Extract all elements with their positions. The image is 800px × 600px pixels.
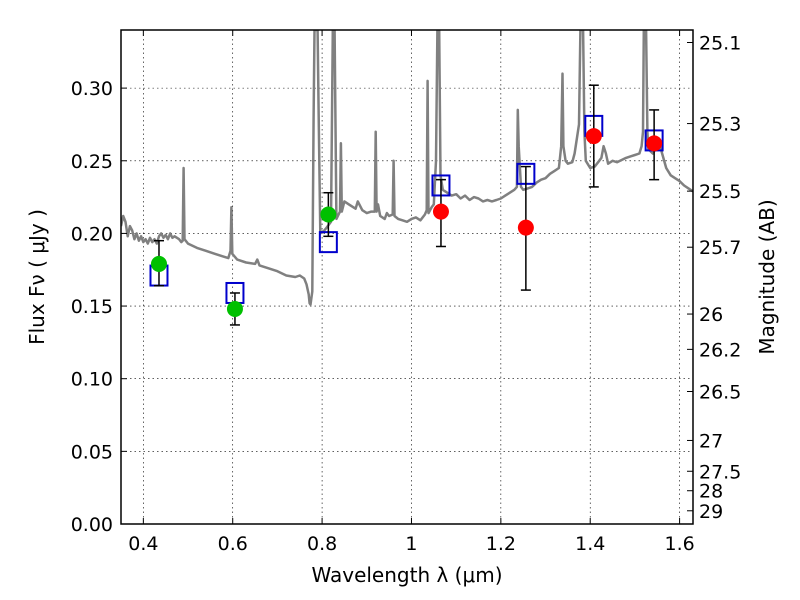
data-layer xyxy=(121,30,693,326)
mag-tick-label: 25.7 xyxy=(699,237,741,259)
y-tick-label: 0.30 xyxy=(71,78,113,100)
x-tick-label: 1.4 xyxy=(575,533,605,555)
x-axis-label: Wavelength λ (μm) xyxy=(311,563,502,587)
mag-tick-label: 27 xyxy=(699,430,723,452)
x-tick-label: 1 xyxy=(405,533,417,555)
mag-tick-label: 29 xyxy=(699,501,723,523)
y-tick-label: 0.05 xyxy=(71,441,113,463)
observed-flux-point xyxy=(646,135,663,152)
y-tick-label: 0.00 xyxy=(71,514,113,536)
observed-flux-point xyxy=(320,206,337,223)
sed-model-line xyxy=(121,30,693,306)
mag-tick-label: 25.5 xyxy=(699,181,741,203)
plot-frame xyxy=(120,29,694,525)
y-tick-label: 0.15 xyxy=(71,296,113,318)
x-tick-label: 0.6 xyxy=(218,533,248,555)
y-axis-label: Flux Fν ( μJy ) xyxy=(25,209,49,345)
observed-flux-point xyxy=(585,128,602,145)
mag-tick-label: 27.5 xyxy=(699,461,741,483)
mag-tick-label: 28 xyxy=(699,481,723,503)
x-tick-label: 0.8 xyxy=(307,533,337,555)
x-tick-label: 0.4 xyxy=(128,533,158,555)
observed-flux-point xyxy=(517,219,534,236)
mag-tick-label: 26.5 xyxy=(699,381,741,403)
observed-flux-point xyxy=(150,255,167,272)
y2-axis-label: Magnitude (AB) xyxy=(755,199,779,354)
mag-tick-label: 25.3 xyxy=(699,114,741,136)
mag-tick-label: 26 xyxy=(699,304,723,326)
y-tick-label: 0.10 xyxy=(71,369,113,391)
y-tick-label: 0.20 xyxy=(71,223,113,245)
x-tick-label: 1.2 xyxy=(486,533,516,555)
mag-tick-label: 26.2 xyxy=(699,339,741,361)
ticks: 0.4 0.6 0.8 1 1.2 1.4 1.6 0.00 0.05 0.10 0.15 0.20 0… xyxy=(71,30,741,555)
x-tick-label: 1.6 xyxy=(664,533,694,555)
grid xyxy=(121,30,693,524)
observed-flux-point xyxy=(432,203,449,220)
mag-tick-label: 25.1 xyxy=(699,32,741,54)
observed-flux-point xyxy=(226,300,243,317)
y-tick-label: 0.25 xyxy=(71,151,113,173)
